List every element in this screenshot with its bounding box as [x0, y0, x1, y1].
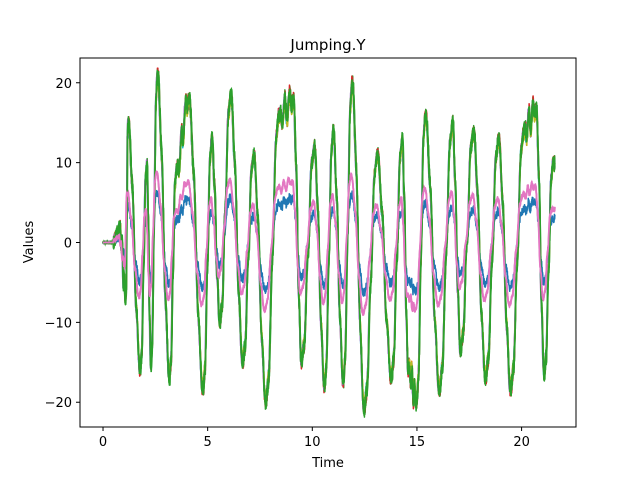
- series-layer: [102, 67, 556, 418]
- x-tick-label: 0: [99, 435, 107, 450]
- y-tick-label: −20: [45, 396, 72, 411]
- x-tick-label: 15: [409, 435, 426, 450]
- y-tick-label: 0: [64, 237, 72, 252]
- y-axis-label: Values: [22, 221, 37, 264]
- x-tick-label: 20: [513, 435, 530, 450]
- x-axis: 0 5 10 15 20: [99, 427, 530, 450]
- chart-title: Jumping.Y: [289, 36, 366, 54]
- y-tick-label: 10: [55, 157, 72, 172]
- y-axis: −20 −10 0 10 20: [45, 77, 80, 411]
- series-line: [103, 170, 556, 317]
- y-tick-label: 20: [55, 77, 72, 92]
- y-tick-label: −10: [45, 316, 72, 331]
- x-axis-label: Time: [311, 456, 344, 471]
- x-tick-label: 5: [204, 435, 212, 450]
- x-tick-label: 10: [304, 435, 321, 450]
